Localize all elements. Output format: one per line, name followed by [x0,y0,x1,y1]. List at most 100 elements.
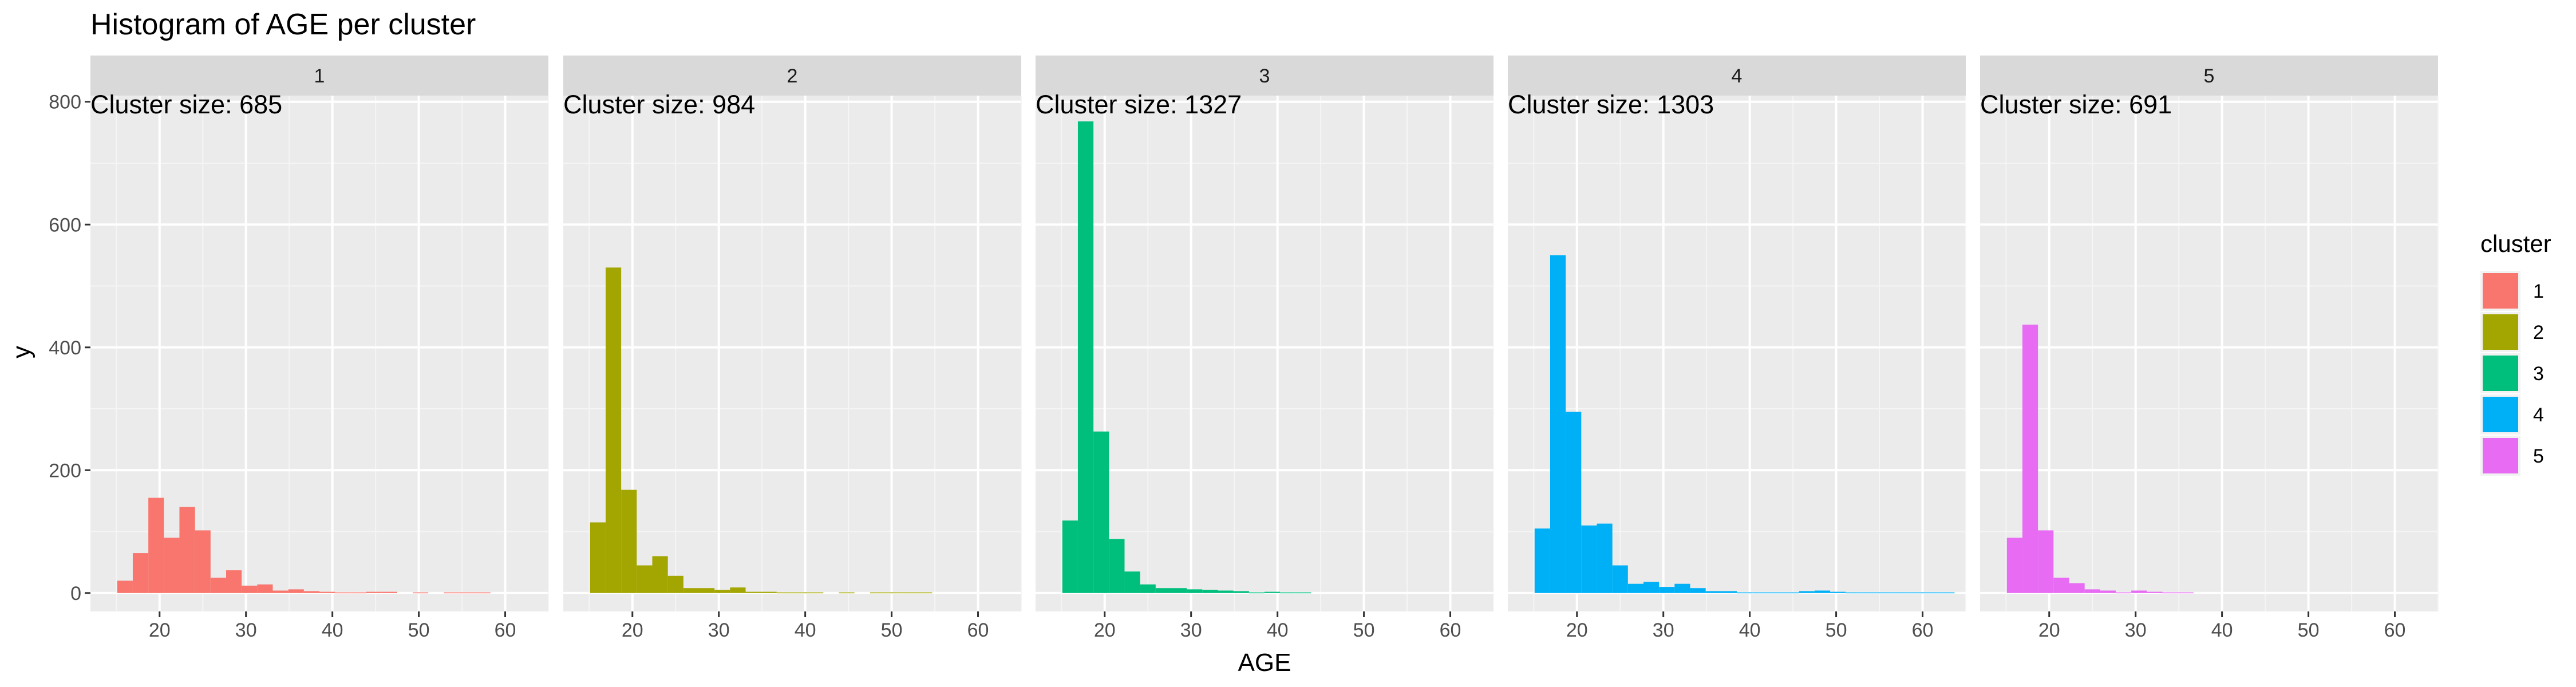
facet-strip [1036,56,1494,96]
y-tick-label: 0 [70,583,81,605]
x-tick-label: 20 [149,619,171,641]
histogram-bar [381,591,397,593]
histogram-bar [761,591,777,593]
histogram-bar [1690,588,1706,593]
y-tick-label: 400 [49,337,81,359]
facet-strip-label: 1 [314,65,325,87]
x-tick-label: 40 [2211,619,2233,641]
histogram-bar [319,591,335,593]
histogram-bar [2162,592,2178,594]
histogram-bar [1737,592,1753,594]
legend-label: 2 [2533,322,2544,344]
x-tick-label: 20 [1094,619,1116,641]
y-tick-label: 200 [49,460,81,481]
y-tick-label: 600 [49,214,81,236]
histogram-bar [475,592,491,594]
facet-strip-label: 3 [1259,65,1270,87]
legend-swatch [2483,356,2518,391]
x-tick-label: 40 [322,619,343,641]
x-tick-label: 30 [708,619,730,641]
panel-background [90,96,548,611]
histogram-bar [1280,592,1296,594]
histogram-bar [652,556,668,593]
histogram-bar [2147,591,2163,593]
facet-strip [1980,56,2438,96]
facet-panel-3: 3 Cluster size: 1327 20 30 40 50 60 [1036,56,1494,641]
histogram-bar [808,592,824,594]
histogram-bar [1612,565,1628,593]
x-tick-label: 60 [967,619,989,641]
histogram-bar [1109,539,1125,593]
histogram-bar [444,592,460,594]
x-tick-label: 30 [2125,619,2147,641]
histogram-bar [1814,590,1831,593]
histogram-bar [413,592,429,594]
x-tick-label: 50 [1826,619,1847,641]
histogram-bar [730,587,746,593]
histogram-bar [1752,592,1768,594]
histogram-bar [1171,588,1187,593]
histogram-bar [2038,530,2054,593]
histogram-bar [1566,412,1582,593]
histogram-bar [2084,589,2100,593]
cluster-size-annotation: Cluster size: 1303 [1508,90,1714,119]
histogram-bar [2178,592,2194,594]
histogram-bar [272,590,289,593]
histogram-bar [257,584,273,593]
histogram-bar [1768,592,1784,594]
cluster-size-annotation: Cluster size: 691 [1980,90,2172,119]
histogram-bar [792,592,808,594]
histogram-bar [335,592,351,594]
x-tick-label: 60 [1440,619,1461,641]
histogram-bar [1721,591,1737,593]
panel-background [563,96,1021,611]
histogram-bar [698,588,715,593]
histogram-bar [1062,520,1078,593]
legend-label: 5 [2533,445,2544,467]
histogram-bar [1581,525,1597,593]
histogram-bar [2022,325,2038,593]
panel-background [1980,96,2438,611]
legend-swatch [2483,438,2518,473]
histogram-bar [1705,591,1721,593]
facet-panel-4: 4 Cluster size: 1303 20 30 40 50 60 [1508,56,1966,641]
histogram-bar [1907,592,1924,594]
histogram-bar [148,498,164,593]
histogram-bar [1534,528,1550,593]
histogram-bar [1783,592,1799,594]
x-tick-label: 20 [622,619,643,641]
histogram-bar [1249,592,1265,594]
legend-swatch [2483,273,2518,309]
histogram-bar [288,589,304,593]
histogram-bar [2053,578,2069,593]
x-tick-label: 40 [1267,619,1289,641]
histogram-bar [2115,592,2132,594]
y-axis-title: y [7,346,35,358]
histogram-bar [1674,583,1690,593]
histogram-bar [870,592,886,594]
histogram-bar [350,592,366,594]
histogram-bar [242,585,258,593]
histogram-bar [1265,591,1281,593]
histogram-bar [1939,592,1955,594]
histogram-bar [1233,591,1249,593]
x-tick-label: 50 [881,619,903,641]
histogram-bar [1892,592,1908,594]
cluster-size-annotation: Cluster size: 984 [563,90,755,119]
histogram-bar [1861,592,1877,594]
legend: cluster 1 2 3 4 5 [2480,230,2551,476]
histogram-bar [195,530,211,593]
x-tick-label: 60 [495,619,516,641]
x-tick-label: 50 [2298,619,2320,641]
histogram-bar [590,522,606,593]
x-tick-label: 30 [1180,619,1202,641]
histogram-bar [621,489,637,593]
histogram-bar [164,538,180,593]
legend-swatch [2483,397,2518,432]
x-tick-label: 40 [795,619,816,641]
legend-label: 1 [2533,281,2544,302]
facet-strip [1508,56,1966,96]
